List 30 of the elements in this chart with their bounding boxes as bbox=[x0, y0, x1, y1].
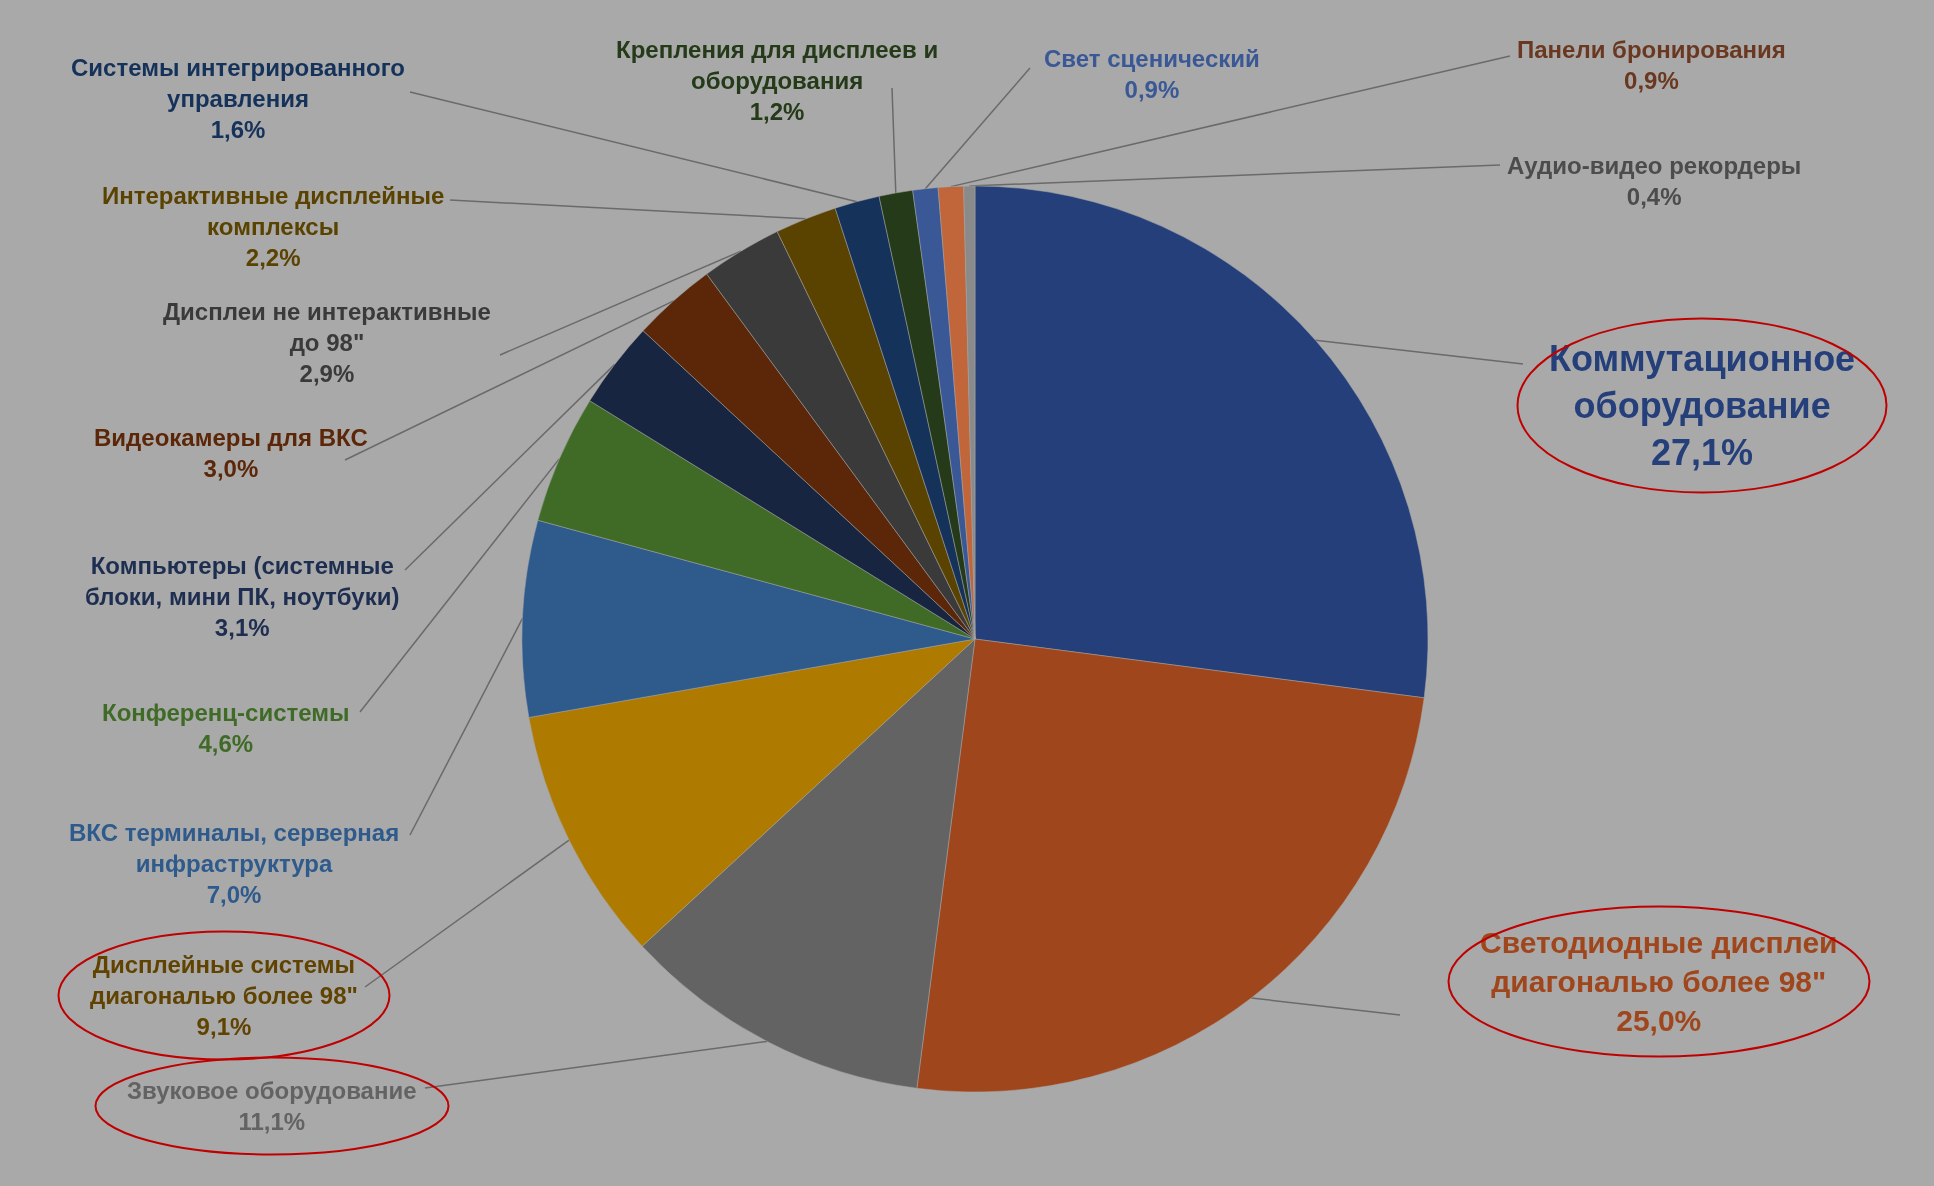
slice-label: Компьютеры (системные блоки, мини ПК, ноутбуки) bbox=[85, 552, 400, 611]
data-label: 2,9% bbox=[299, 360, 355, 388]
data-label: 3,1% bbox=[214, 614, 270, 642]
slice-label: Коммутационное оборудование bbox=[1549, 338, 1856, 426]
data-label: 9,1% bbox=[196, 1013, 252, 1041]
data-label: 11,1% bbox=[238, 1108, 306, 1136]
slice-label: Крепления для дисплеев и оборудования bbox=[616, 36, 939, 95]
slice-label: Аудио-видео рекордеры bbox=[1507, 152, 1802, 179]
data-label: 0,4% bbox=[1626, 183, 1682, 211]
data-label: 1,6% bbox=[210, 116, 266, 144]
data-label: 7,0% bbox=[206, 881, 262, 909]
data-label: 3,0% bbox=[203, 455, 259, 483]
data-label: 27,1% bbox=[1651, 431, 1754, 473]
data-label: 25,0% bbox=[1616, 1004, 1702, 1037]
slice-label: Звуковое оборудование bbox=[127, 1077, 417, 1104]
data-label: 4,6% bbox=[198, 730, 254, 758]
slice-label: Светодиодные дисплеи диагональю более 98" bbox=[1480, 926, 1838, 998]
data-label: 0,9% bbox=[1124, 76, 1180, 104]
slice-label: Свет сценический bbox=[1044, 45, 1260, 72]
slice-label: Системы интегрированного управления bbox=[71, 54, 405, 113]
slice-label: Дисплеи не интерактивные до 98" bbox=[163, 298, 491, 357]
slice-label: Дисплейные системы диагональю более 98" bbox=[90, 951, 358, 1010]
slice-label: ВКС терминалы, серверная инфраструктура bbox=[69, 819, 400, 878]
data-label: 1,2% bbox=[749, 98, 805, 126]
data-label: 2,2% bbox=[245, 244, 301, 272]
slice-label: Интерактивные дисплейные комплексы bbox=[102, 182, 445, 241]
slice-label: Конференц-системы bbox=[102, 699, 350, 726]
slice-label: Видеокамеры для ВКС bbox=[94, 424, 368, 451]
data-label: 0,9% bbox=[1624, 67, 1679, 95]
slice-label: Панели бронирования bbox=[1517, 36, 1786, 63]
